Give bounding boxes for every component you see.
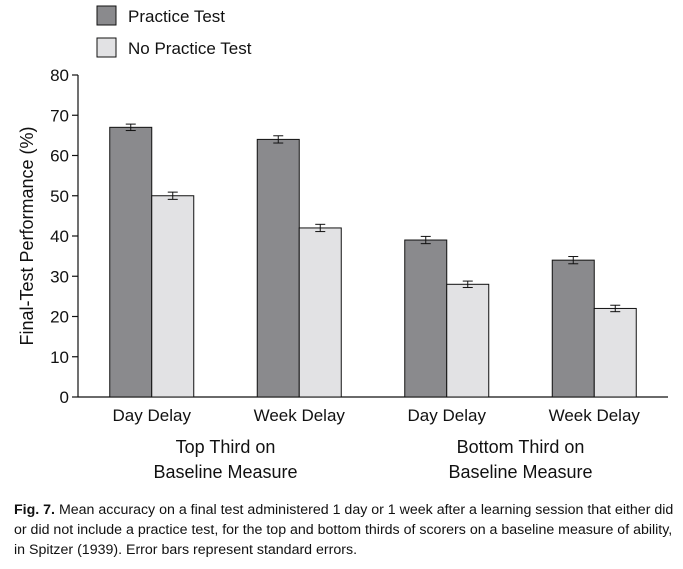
bar-chart: 0 10 20 30 40 50 60 70 80 Final-Test Performance …	[17, 5, 668, 482]
bar-practice-test	[256, 138, 300, 398]
bar-no-practice-test	[446, 283, 490, 398]
group-label: Baseline Measure	[448, 462, 592, 482]
group-label: Top Third on	[176, 437, 276, 457]
figure-label: Fig. 7.	[14, 502, 55, 518]
x-category-label: Day Delay	[408, 406, 487, 425]
bar-practice-test	[109, 126, 153, 398]
bar-practice-test	[551, 259, 595, 398]
y-tick-label: 70	[50, 106, 69, 125]
caption-text: Mean accuracy on a final test administer…	[14, 502, 674, 558]
legend-label-practice-test: Practice Test	[128, 7, 225, 26]
y-tick-label: 80	[50, 66, 69, 85]
figure-caption: Fig. 7. Mean accuracy on a final test ad…	[14, 500, 674, 560]
group-label: Bottom Third on	[457, 437, 585, 457]
y-tick-label: 20	[50, 308, 69, 327]
legend-label-no-practice-test: No Practice Test	[128, 39, 252, 58]
x-category-label: Week Delay	[254, 406, 346, 425]
bar-practice-test	[404, 239, 448, 398]
y-axis-title: Final-Test Performance (%)	[17, 126, 37, 345]
bar-no-practice-test	[298, 227, 342, 398]
group-label: Baseline Measure	[153, 462, 297, 482]
bar-no-practice-test	[593, 307, 637, 398]
y-tick-label: 0	[60, 388, 69, 407]
y-tick-label: 30	[50, 267, 69, 286]
y-tick-label: 40	[50, 227, 69, 246]
y-tick-label: 50	[50, 187, 69, 206]
legend-swatch-no-practice-test	[96, 37, 117, 58]
bar-no-practice-test	[151, 195, 195, 398]
y-tick-label: 10	[50, 348, 69, 367]
x-category-label: Week Delay	[549, 406, 641, 425]
legend-swatch-practice-test	[96, 5, 117, 26]
x-category-label: Day Delay	[113, 406, 192, 425]
y-tick-label: 60	[50, 147, 69, 166]
